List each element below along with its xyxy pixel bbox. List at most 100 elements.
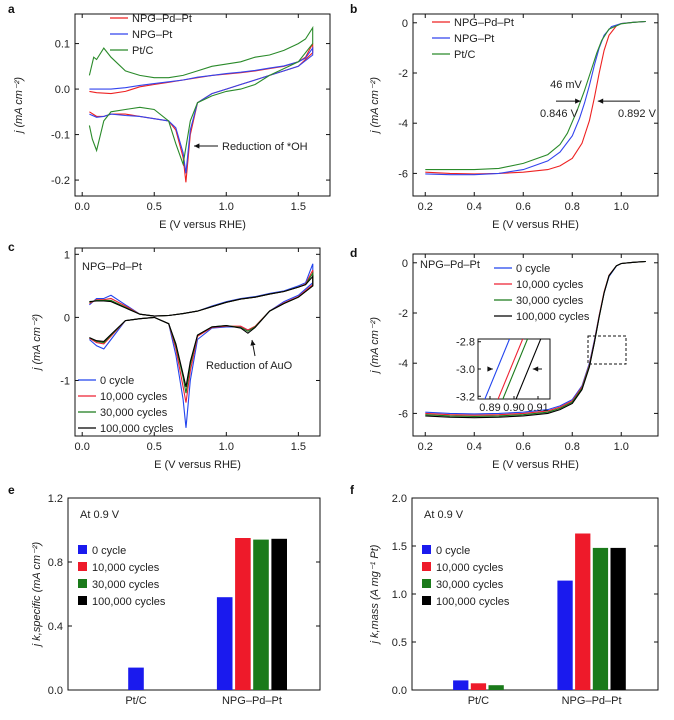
panel-a-xtick-label: 1.5 — [291, 201, 306, 213]
panel-e-legend-label: 0 cycle — [92, 545, 126, 557]
series-line-3 — [425, 260, 646, 419]
panel-b: b 0.2 0.4 0.6 0.8 1.0 -6 -4 -2 0 E (V versus RHE) j… — [350, 2, 659, 231]
annotation-text: Reduction of *OH — [222, 141, 308, 153]
panel-e-legend-swatch — [78, 545, 87, 554]
panel-e-frame — [67, 497, 321, 691]
panel-d-xtick-label: 0.6 — [516, 441, 531, 453]
bar — [592, 547, 609, 690]
bar — [235, 538, 251, 690]
inset-series-line-0 — [484, 339, 511, 399]
panel-f-ytick-label: 1.5 — [392, 541, 407, 553]
panel-d-legend-label: 0 cycle — [516, 263, 550, 275]
panel-a-xtick-label: 0.5 — [147, 201, 162, 213]
bar — [557, 580, 573, 690]
panel-c-ytick-label: -1 — [60, 375, 70, 387]
panel-c-xtick-label: 0.5 — [147, 441, 162, 453]
panel-e-ytick-label: 0.4 — [48, 621, 63, 633]
panel-e-legend-swatch — [78, 596, 87, 605]
panel-f-legend-label: 100,000 cycles — [436, 596, 510, 608]
panel-a: a 0.0 0.5 1.0 1.5 -0.2 -0.1 0.0 0.1 E (V versus R… — [8, 2, 331, 231]
panel-f-legend-swatch — [422, 579, 431, 588]
panel-b-legend-label: NPG–Pt — [454, 33, 494, 45]
panel-c-xtick-label: 1.5 — [291, 441, 306, 453]
panel-b-legend-label: Pt/C — [454, 49, 475, 61]
zoom-box — [587, 335, 627, 365]
panel-f-legend-label: 10,000 cycles — [436, 562, 504, 574]
panel-e-legend-label: 100,000 cycles — [92, 596, 166, 608]
bar — [253, 539, 269, 690]
panel-d: d 0.2 0.4 0.6 0.8 1.0 -6 -4 -2 0 E (V versus RHE) j… — [350, 246, 659, 471]
panel-f-ytick-label: 0.0 — [392, 685, 407, 697]
panel-f-ytick-label: 0.5 — [392, 637, 407, 649]
y-axis-label: j (mA cm⁻²) — [31, 314, 43, 372]
panel-f-legend-swatch — [422, 545, 431, 554]
panel-c-xtick-label: 1.0 — [219, 441, 234, 453]
panel-b-ytick-label: -6 — [398, 168, 408, 180]
panel-b-ytick-label: -2 — [398, 68, 408, 80]
panel-label: d — [350, 246, 357, 260]
bar — [128, 667, 144, 690]
inset-xtick-label: 0.90 — [503, 402, 524, 414]
inset-arrow-left-head — [487, 366, 493, 372]
y-axis-label: j (mA cm⁻²) — [13, 77, 25, 135]
inset-ytick-label: -3.0 — [456, 364, 475, 376]
series-line-1 — [425, 20, 646, 176]
category-label: NPG–Pd–Pt — [222, 695, 282, 707]
panel-title: NPG–Pd–Pt — [420, 259, 480, 271]
panel-d-frame — [412, 253, 659, 437]
panel-b-frame — [412, 13, 659, 197]
panel-c-legend-label: 0 cycle — [100, 375, 134, 387]
panel-e-ytick-label: 0.0 — [48, 685, 63, 697]
panel-a-ytick-label: 0.0 — [55, 84, 70, 96]
annotation-arrow-head — [194, 143, 200, 149]
panel-f-legend-label: 0 cycle — [436, 545, 470, 557]
series-line-2 — [88, 25, 314, 167]
inset-arrow-right-head — [532, 366, 539, 372]
panel-label: c — [8, 240, 15, 254]
panel-c-ytick-label: 1 — [64, 249, 70, 261]
annotation-arrow-left-head — [575, 98, 581, 104]
panel-f: f 0.0 0.5 1.0 1.5 2.0 j k,mass (A mg⁻¹ Pt) At 0… — [350, 483, 659, 707]
panel-a-legend-label: Pt/C — [132, 45, 153, 57]
panel-d-xtick-label: 0.2 — [418, 441, 433, 453]
panel-f-legend-swatch — [422, 562, 431, 571]
bar — [470, 683, 487, 690]
inset-xtick-label: 0.89 — [479, 402, 500, 414]
panel-b-xtick-label: 0.8 — [565, 201, 580, 213]
panel-b-xtick-label: 0.6 — [516, 201, 531, 213]
series-line-0 — [89, 263, 314, 428]
inset-ytick-label: -2.8 — [456, 337, 475, 349]
panel-d-xtick-label: 0.8 — [565, 441, 580, 453]
panel-a-ytick-label: 0.1 — [55, 39, 70, 51]
inset-series-line-1 — [497, 339, 524, 399]
panel-e-legend-label: 10,000 cycles — [92, 562, 160, 574]
bar — [216, 597, 233, 690]
category-label: Pt/C — [125, 695, 146, 707]
panel-b-ytick-label: -4 — [398, 118, 408, 130]
panel-d-ytick-label: -4 — [398, 358, 408, 370]
panel-b-ytick-label: 0 — [402, 18, 408, 30]
panel-title: NPG–Pd–Pt — [82, 261, 142, 273]
bar — [271, 538, 287, 690]
panel-c-legend-label: 30,000 cycles — [100, 407, 168, 419]
x-axis-label: E (V versus RHE) — [154, 459, 241, 471]
panel-b-xtick-label: 1.0 — [614, 201, 629, 213]
panel-e-legend-swatch — [78, 579, 87, 588]
annotation-text: Reduction of AuO — [206, 360, 293, 372]
panel-f-legend-label: 30,000 cycles — [436, 579, 504, 591]
panel-e-ytick-label: 0.8 — [48, 557, 63, 569]
panel-c-legend-label: 10,000 cycles — [100, 391, 168, 403]
bar — [575, 533, 591, 690]
y-axis-label: j (mA cm⁻²) — [369, 77, 381, 135]
panel-e-ytick-label: 1.2 — [48, 493, 63, 505]
panel-f-ytick-label: 1.0 — [392, 589, 407, 601]
category-label: Pt/C — [468, 695, 489, 707]
panel-d-ytick-label: 0 — [402, 258, 408, 270]
panel-c-frame — [74, 247, 321, 437]
panel-a-xtick-label: 1.0 — [219, 201, 234, 213]
panel-d-legend-label: 10,000 cycles — [516, 279, 584, 291]
panel-b-legend-label: NPG–Pd–Pt — [454, 17, 514, 29]
inset-series-line-2 — [502, 339, 529, 399]
annotation-left: 0.846 V — [540, 108, 579, 120]
